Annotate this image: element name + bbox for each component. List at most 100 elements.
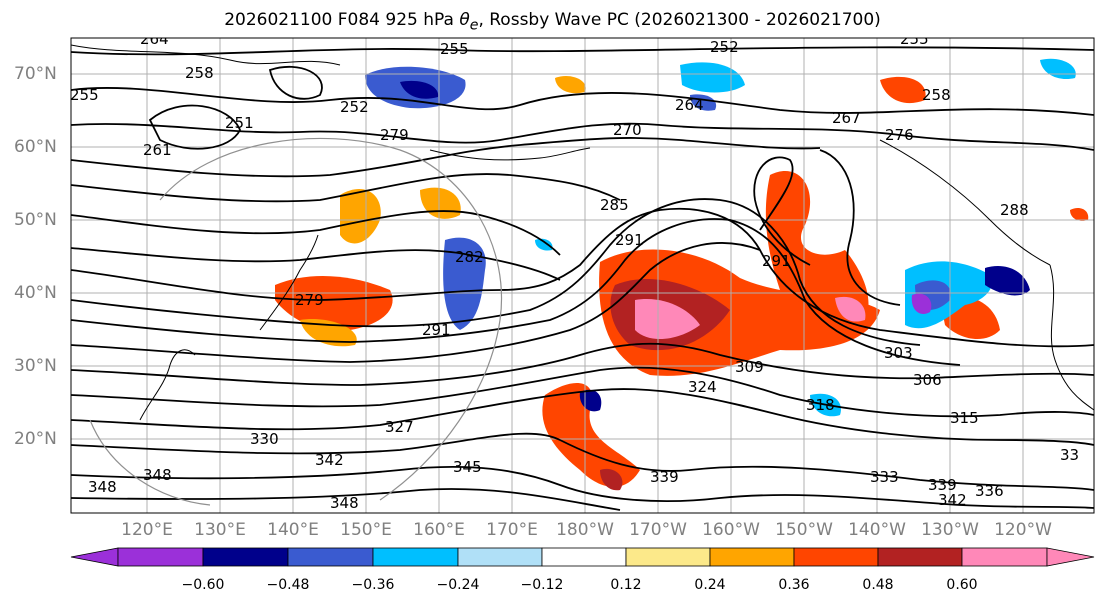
- contour-label: 336: [975, 482, 1004, 500]
- lon-label: 130°W: [921, 520, 979, 540]
- positive-anomaly-north: [555, 75, 586, 94]
- contour-label: 339: [928, 476, 957, 494]
- contour-label: 279: [380, 126, 409, 144]
- contour-label: 258: [185, 64, 214, 82]
- contour-labels: 264 258 255 255 252 255 251 252 261 279 …: [70, 30, 1079, 512]
- contour-label: 33: [1060, 446, 1079, 464]
- lon-label: 150°W: [775, 520, 833, 540]
- contour-label: 345: [453, 458, 482, 476]
- map-frame: [70, 37, 1095, 514]
- negative-anomaly-northwest-core: [400, 80, 439, 99]
- colorbar-extend-high: [1046, 547, 1095, 567]
- contour-label: 291: [762, 252, 791, 270]
- positive-anomaly-ne: [1070, 208, 1089, 221]
- contour-label: 279: [295, 291, 324, 309]
- contour-label: 342: [315, 451, 344, 469]
- contour-label: 261: [143, 141, 172, 159]
- negative-anomaly-north-pacific: [680, 62, 745, 93]
- contour-label: 330: [250, 430, 279, 448]
- graticule: [71, 38, 1094, 513]
- contour-label: 339: [650, 468, 679, 486]
- lon-label: 160°W: [702, 520, 760, 540]
- colorbar-bin: [625, 547, 711, 567]
- colorbar-tick-label: 0.48: [862, 577, 894, 593]
- contour-label: 291: [422, 321, 451, 339]
- colorbar-tick-label: −0.60: [181, 577, 225, 593]
- contour-label: 288: [1000, 201, 1029, 219]
- lat-label: 20°N: [14, 429, 57, 449]
- contour-label: 258: [922, 86, 951, 104]
- lon-label: 120°W: [994, 520, 1052, 540]
- contour-label: 309: [735, 358, 764, 376]
- lon-label: 170°W: [629, 520, 687, 540]
- map-area: 264 258 255 255 252 255 251 252 261 279 …: [70, 30, 1094, 513]
- lat-label: 40°N: [14, 283, 57, 303]
- colorbar-bin: [372, 547, 459, 567]
- colorbar-extend-low: [70, 547, 119, 567]
- contour-label: 348: [88, 478, 117, 496]
- theta-e-contours: [71, 46, 1094, 511]
- lon-label: 130°E: [194, 520, 246, 540]
- positive-anomaly-south-core: [600, 468, 623, 491]
- colorbar-bin: [457, 547, 543, 567]
- colorbar-bin: [117, 547, 204, 567]
- colorbar-bin: [877, 547, 963, 567]
- title-suffix: , Rossby Wave PC (2026021300 - 202602170…: [478, 10, 881, 30]
- contour-label: 306: [913, 371, 942, 389]
- lon-label: 170°E: [486, 520, 538, 540]
- colorbar-bin: [287, 547, 374, 567]
- positive-anomaly-east-max: [835, 296, 866, 322]
- negative-anomaly-small: [535, 238, 553, 251]
- lon-label: 180°W: [556, 520, 614, 540]
- contour-label: 252: [340, 98, 369, 116]
- positive-anomaly-pacific-max: [635, 299, 700, 340]
- colorbar-bin: [541, 547, 627, 567]
- contour-label: 315: [950, 409, 979, 427]
- lon-label: 140°W: [848, 520, 906, 540]
- contour-label: 342: [938, 491, 967, 509]
- negative-anomaly-central: [443, 237, 486, 330]
- colorbar-tick-label: 0.36: [778, 577, 810, 593]
- positive-anomaly-asia: [340, 189, 381, 244]
- contour-label: 348: [330, 494, 359, 512]
- colorbar-tick-label: 0.12: [610, 577, 642, 593]
- contour-label: 318: [806, 396, 835, 414]
- page-title: 2026021100 F084 925 hPa θe, Rossby Wave …: [0, 10, 1105, 33]
- lon-label: 160°E: [413, 520, 465, 540]
- contour-label: 264: [140, 30, 169, 48]
- hemisphere-arc-lower: [89, 419, 211, 506]
- colorbar-bin: [202, 547, 289, 567]
- lon-label: 150°E: [340, 520, 392, 540]
- negative-anomaly-coast: [985, 266, 1030, 296]
- contour-label: 255: [440, 40, 469, 58]
- lat-label: 70°N: [14, 64, 57, 84]
- colorbar-tick-label: −0.36: [351, 577, 395, 593]
- contour-label: 252: [710, 38, 739, 56]
- contour-label: 282: [455, 248, 484, 266]
- contour-label: 327: [385, 418, 414, 436]
- positive-anomaly-south: [542, 383, 640, 487]
- positive-anomaly-alaska: [880, 76, 926, 104]
- contour-label: 303: [884, 344, 913, 362]
- contour-label: 324: [688, 378, 717, 396]
- contour-label: 348: [143, 466, 172, 484]
- colorbar-tick-label: −0.12: [520, 577, 564, 593]
- lat-label: 50°N: [14, 210, 57, 230]
- contour-label: 270: [613, 121, 642, 139]
- colorbar-tick-label: −0.48: [266, 577, 310, 593]
- contour-label: 285: [600, 196, 629, 214]
- contour-label: 255: [900, 30, 929, 48]
- contour-label: 276: [885, 126, 914, 144]
- colorbar-bin: [961, 547, 1048, 567]
- negative-anomaly-east-max: [911, 293, 932, 315]
- lon-label: 120°E: [121, 520, 173, 540]
- lon-label: 140°E: [267, 520, 319, 540]
- colorbar-tick-label: −0.24: [436, 577, 480, 593]
- contour-label: 255: [70, 86, 99, 104]
- title-symbol: θe: [459, 10, 479, 34]
- title-prefix: 2026021100 F084 925 hPa: [224, 10, 460, 30]
- contour-label: 333: [870, 468, 899, 486]
- colorbar: [70, 547, 1095, 567]
- hemisphere-arc: [159, 137, 503, 501]
